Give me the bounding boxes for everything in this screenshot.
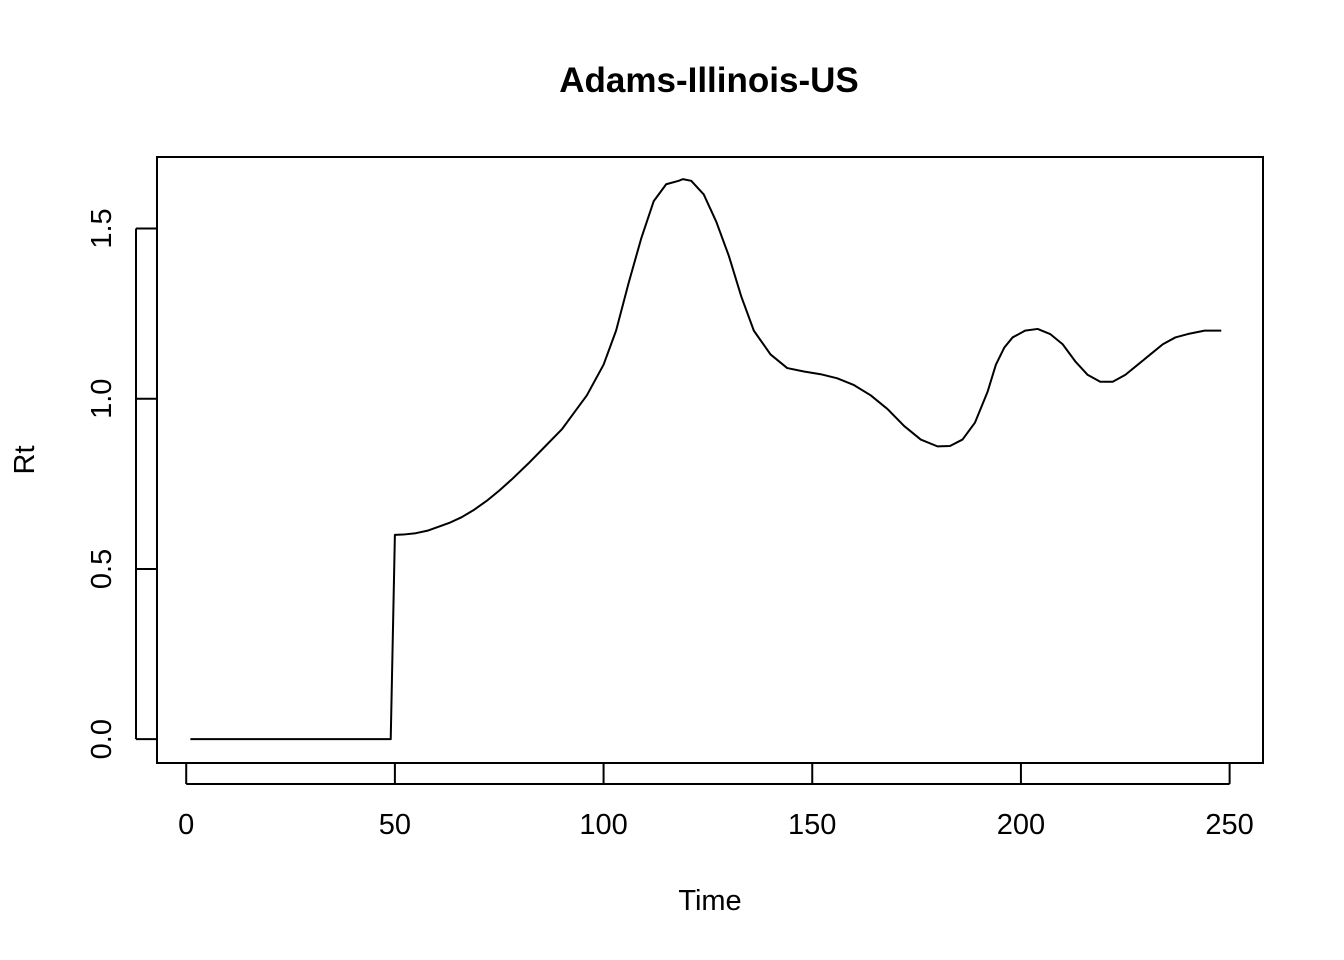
x-tick-label: 250 xyxy=(1205,809,1253,841)
y-tick-label: 1.0 xyxy=(86,379,118,419)
x-tick-label: 100 xyxy=(579,809,627,841)
y-tick-label: 0.5 xyxy=(86,549,118,589)
chart-title: Adams-Illinois-US xyxy=(559,61,858,100)
x-axis: 0 50 100 150 200 250 xyxy=(178,764,1254,841)
x-tick-label: 200 xyxy=(997,809,1045,841)
y-axis: 0.0 0.5 1.0 1.5 xyxy=(86,208,156,759)
rt-series-line xyxy=(190,178,1222,741)
y-tick-label: 0.0 xyxy=(86,719,118,759)
y-tick-label: 1.5 xyxy=(86,208,118,248)
x-tick-label: 50 xyxy=(379,809,411,841)
x-tick-label: 150 xyxy=(788,809,836,841)
plot-frame xyxy=(156,156,1264,764)
x-tick-label: 0 xyxy=(178,809,194,841)
y-axis-label: Rt xyxy=(9,446,41,475)
x-axis-label: Time xyxy=(678,885,741,917)
